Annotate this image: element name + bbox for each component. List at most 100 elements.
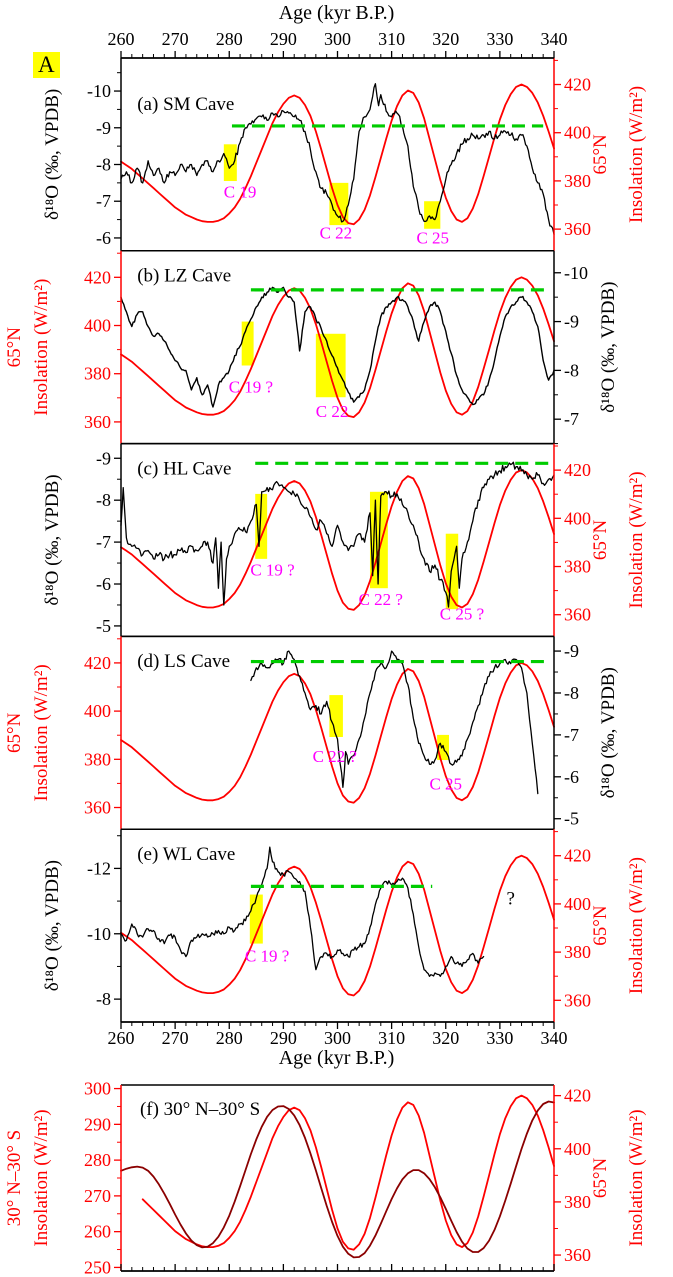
- right-tick-label: -9: [564, 312, 579, 332]
- event-highlight-c19: [249, 894, 263, 944]
- panel-b: 420 400 380 360 -10 -9 -8 -7 (b) LZ Cave C 19 ? C …: [4, 250, 619, 445]
- right-tick-label: 360: [564, 219, 591, 239]
- series-insolation-65N: [120, 276, 555, 419]
- left-tick-label: 360: [84, 412, 111, 432]
- x-tick-label: 280: [216, 1028, 243, 1048]
- x-tick-label: 290: [270, 29, 297, 49]
- panel-f: 300 290 280 270 260 250 420 400 380 360 (f) 30° N–…: [4, 1079, 647, 1277]
- panel-a-label: (a) SM Cave: [137, 94, 234, 115]
- panel-c-label: (c) HL Cave: [137, 458, 231, 479]
- left-tick-label: 380: [84, 749, 111, 769]
- panel-e-label: (e) WL Cave: [137, 844, 235, 865]
- right-axis-title: Insolation (W/m²): [626, 86, 647, 223]
- right-tick-label: -7: [564, 409, 579, 429]
- figure-panel-letter: A: [33, 52, 60, 78]
- right-axis-title: 65°N: [590, 520, 611, 561]
- x-tick-label: 320: [432, 1028, 459, 1048]
- x-tick-label: 270: [162, 1028, 189, 1048]
- x-tick-label: 300: [324, 1028, 351, 1048]
- x-tick-label: 290: [270, 1028, 297, 1048]
- series-ls-cave: [250, 650, 539, 795]
- series-insolation-65N: [120, 469, 555, 611]
- left-tick-label: 290: [84, 1114, 111, 1134]
- event-label-c22: C 22 ?: [359, 590, 403, 609]
- x-tick-label: 270: [162, 29, 189, 49]
- right-tick-label: -5: [564, 809, 579, 829]
- event-highlight-c22: [329, 695, 343, 737]
- left-tick-label: -7: [96, 191, 111, 211]
- right-tick-label: 420: [564, 846, 591, 866]
- right-tick-label: 360: [564, 1245, 591, 1265]
- left-axis-title: 65°N: [4, 712, 25, 753]
- panel-b-label: (b) LZ Cave: [137, 266, 231, 287]
- right-axis-title: 65°N: [590, 1158, 611, 1199]
- event-label-c22: C 22 ?: [313, 747, 357, 766]
- event-highlight-c19: [255, 493, 268, 559]
- right-tick-label: -8: [564, 360, 579, 380]
- series-lz-cave: [120, 286, 555, 408]
- right-axis-title: δ¹⁸O (‰, VPDB): [598, 667, 619, 798]
- right-tick-label: -6: [564, 767, 579, 787]
- panel-e: -12 -10 -8 420 400 380 360 (e) WL Cave C 19 ?? δ¹…: [42, 828, 647, 1023]
- right-axis-title: Insolation (W/m²): [626, 1109, 647, 1246]
- x-tick-label: 260: [108, 29, 135, 49]
- left-tick-label: -7: [96, 532, 111, 552]
- right-tick-label: -7: [564, 725, 579, 745]
- right-tick-label: 380: [564, 557, 591, 577]
- right-tick-label: 420: [564, 75, 591, 95]
- top-axis-title: Age (kyr B.P.): [278, 2, 395, 24]
- left-tick-label: -9: [96, 118, 111, 138]
- panel-f-label: (f) 30° N–30° S: [140, 1099, 260, 1120]
- left-axis-title: Insolation (W/m²): [31, 1109, 52, 1246]
- left-tick-label: 420: [84, 653, 111, 673]
- left-axis-title: Insolation (W/m²): [31, 279, 52, 416]
- panel-d: 420 400 380 360 -9 -8 -7 -6 -5 (d) LS Cave C 22 ? C…: [4, 635, 619, 830]
- panel-c: -9 -8 -7 -6 -5 420 400 380 360 (c) HL Cave C 19 ? C…: [42, 442, 647, 638]
- left-tick-label: 300: [84, 1079, 111, 1099]
- right-tick-label: -10: [564, 263, 588, 283]
- x-tick-label: 310: [378, 29, 405, 49]
- left-axis-title: δ¹⁸O (‰, VPDB): [42, 89, 63, 220]
- x-tick-label: 330: [486, 1028, 513, 1048]
- left-tick-label: -6: [96, 228, 111, 248]
- left-tick-label: 250: [84, 1257, 111, 1277]
- event-label-c19: C 19 ?: [229, 377, 273, 396]
- series-hl-cave: [120, 461, 555, 608]
- series-insolation-65N: [141, 1094, 555, 1251]
- left-axis-title: 30° N–30° S: [4, 1130, 25, 1226]
- event-label-c19: C 19 ?: [245, 947, 289, 966]
- event-label-c25: C 25: [429, 774, 462, 793]
- left-tick-label: -8: [96, 989, 111, 1009]
- left-tick-label: -6: [96, 574, 111, 594]
- right-axis-title: Insolation (W/m²): [626, 857, 647, 994]
- right-axis-title: δ¹⁸O (‰, VPDB): [598, 282, 619, 413]
- right-axis-title: 65°N: [590, 905, 611, 946]
- right-tick-label: 360: [564, 605, 591, 625]
- right-tick-label: 380: [564, 171, 591, 191]
- x-tick-label: 330: [486, 29, 513, 49]
- right-axis-title: Insolation (W/m²): [626, 471, 647, 608]
- x-tick-label: 300: [324, 29, 351, 49]
- right-tick-label: 380: [564, 1192, 591, 1212]
- left-tick-label: 380: [84, 364, 111, 384]
- series-sm-cave: [120, 83, 555, 235]
- left-tick-label: 400: [84, 316, 111, 336]
- x-tick-label: 260: [108, 1028, 135, 1048]
- left-tick-label: 280: [84, 1150, 111, 1170]
- left-axis-title: δ¹⁸O (‰, VPDB): [42, 860, 63, 991]
- left-tick-label: -9: [96, 448, 111, 468]
- x-tick-label: 310: [378, 1028, 405, 1048]
- event-highlight-c19: [241, 321, 254, 366]
- right-tick-label: 400: [564, 123, 591, 143]
- series-insolation-30N-30S: [120, 1100, 555, 1259]
- left-tick-label: 270: [84, 1186, 111, 1206]
- panel-a: -10 -9 -8 -7 -6 420 400 380 360 (a) SM Cave C 19 C …: [42, 57, 647, 252]
- panel-d-label: (d) LS Cave: [137, 651, 230, 672]
- right-tick-label: 380: [564, 942, 591, 962]
- left-tick-label: -10: [87, 81, 111, 101]
- event-highlight-c22: [315, 333, 346, 398]
- event-label-c22: C 22: [316, 402, 349, 421]
- x-tick-label: 340: [541, 29, 568, 49]
- right-axis-title: 65°N: [590, 134, 611, 175]
